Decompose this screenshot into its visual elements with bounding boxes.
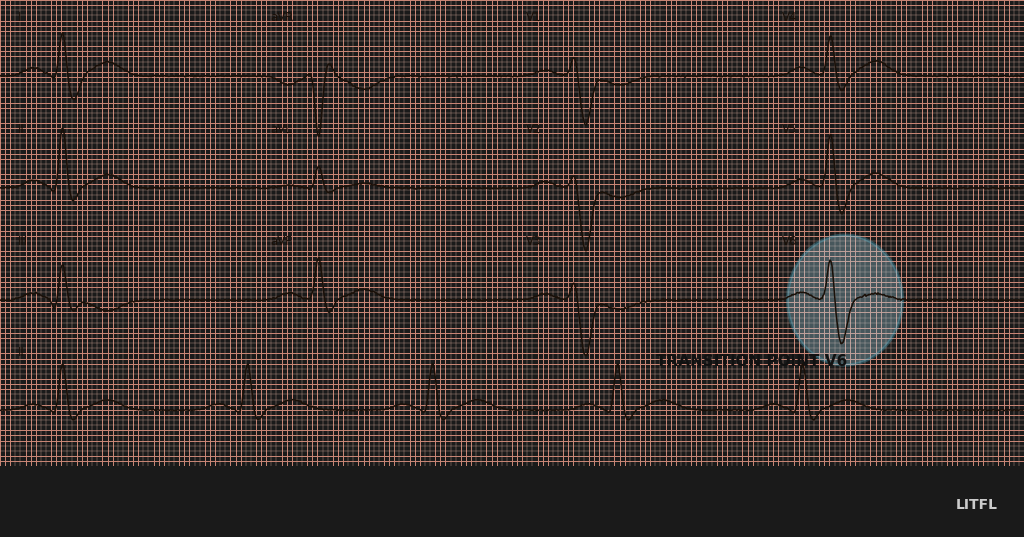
Text: I: I — [18, 11, 22, 24]
Text: V3: V3 — [526, 235, 542, 248]
Ellipse shape — [787, 235, 902, 365]
Text: II: II — [18, 123, 25, 136]
Text: V5: V5 — [782, 123, 798, 136]
Text: V6: V6 — [782, 235, 798, 248]
Text: LITFL: LITFL — [955, 498, 997, 512]
Text: aVL: aVL — [270, 123, 292, 136]
Text: III: III — [18, 235, 28, 248]
Text: V1: V1 — [526, 11, 542, 24]
Text: aVF: aVF — [270, 235, 292, 248]
Text: II: II — [18, 346, 25, 359]
Text: V4: V4 — [782, 11, 798, 24]
Text: V2: V2 — [526, 123, 542, 136]
Text: TRANSITION POINT V6: TRANSITION POINT V6 — [656, 354, 847, 369]
Text: aVR: aVR — [270, 11, 293, 24]
